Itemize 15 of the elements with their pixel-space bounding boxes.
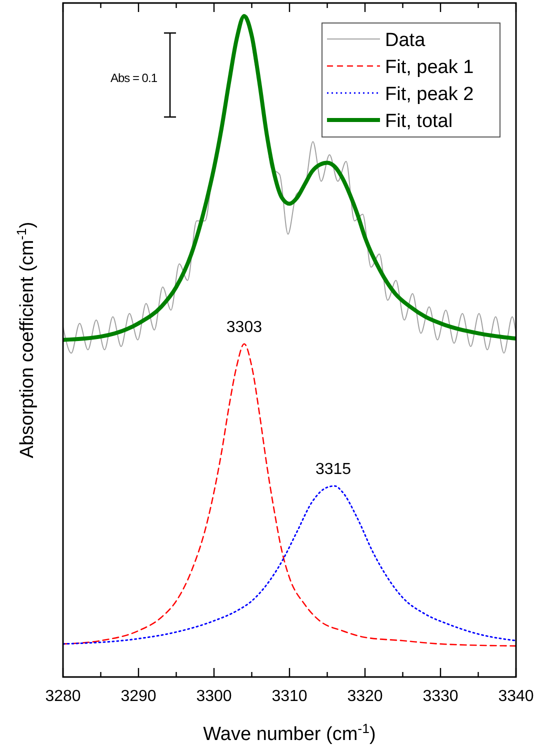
x-tick-label: 3300: [196, 688, 232, 705]
legend-label: Fit, peak 1: [385, 57, 474, 78]
x-tick-label: 3280: [45, 688, 81, 705]
legend-label: Fit, total: [385, 111, 453, 132]
legend-label: Fit, peak 2: [385, 84, 474, 105]
x-tick-label: 3310: [272, 688, 308, 705]
x-axis-title: Wave number (cm$^{-1}$): [203, 720, 376, 745]
x-tick-label: 3330: [422, 688, 458, 705]
x-tick-label: 3320: [347, 688, 383, 705]
legend-label: Data: [385, 30, 426, 51]
x-tick-label: 3340: [498, 688, 534, 705]
annotation: 3303: [226, 318, 262, 336]
annotation: 3315: [315, 460, 352, 478]
x-tick-label: 3290: [120, 688, 156, 705]
annotation: Abs = 0.1: [110, 71, 158, 85]
